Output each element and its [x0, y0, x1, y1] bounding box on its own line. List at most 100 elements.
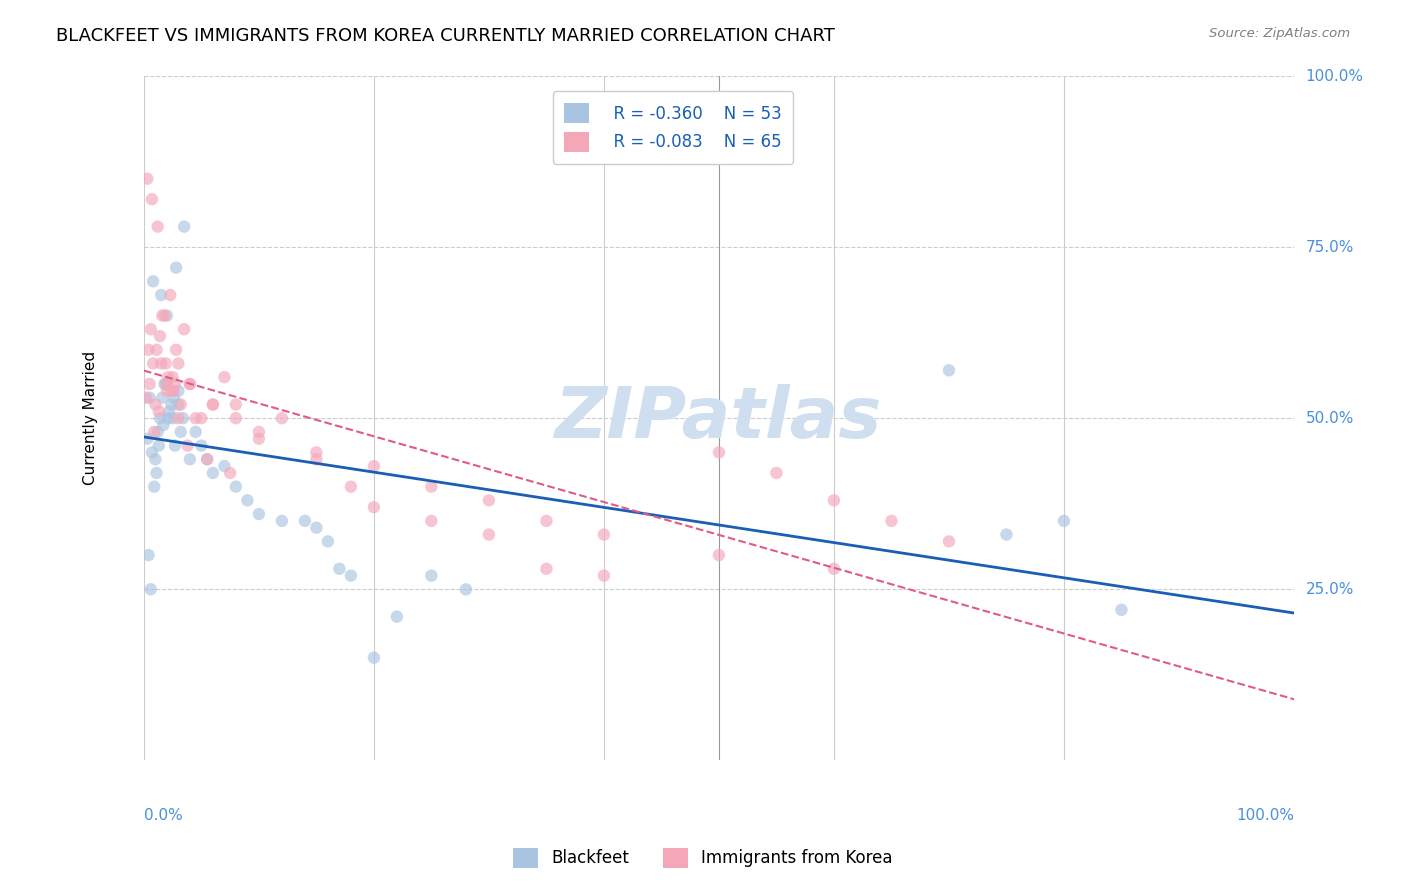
Point — [172, 411, 194, 425]
Point — [225, 398, 247, 412]
Point — [454, 582, 477, 597]
Point — [823, 562, 845, 576]
Point — [938, 534, 960, 549]
Point — [363, 650, 385, 665]
Point — [190, 439, 212, 453]
Point — [173, 322, 195, 336]
Point — [328, 562, 350, 576]
Point — [163, 376, 186, 391]
Point — [160, 384, 183, 398]
Point — [179, 452, 201, 467]
Point — [305, 445, 328, 459]
Point — [149, 329, 172, 343]
Point — [145, 466, 167, 480]
Point — [385, 609, 408, 624]
Point — [707, 445, 730, 459]
Point — [340, 480, 363, 494]
Point — [150, 288, 173, 302]
Text: 25.0%: 25.0% — [1306, 582, 1354, 597]
Point — [195, 452, 218, 467]
Point — [153, 309, 176, 323]
Point — [420, 514, 443, 528]
Point — [135, 391, 157, 405]
Point — [201, 398, 224, 412]
Point — [536, 514, 558, 528]
Text: Source: ZipAtlas.com: Source: ZipAtlas.com — [1209, 27, 1350, 40]
Point — [167, 411, 190, 425]
Point — [593, 568, 616, 582]
Point — [148, 439, 170, 453]
Point — [316, 534, 339, 549]
Point — [247, 507, 270, 521]
Point — [270, 411, 292, 425]
Point — [201, 398, 224, 412]
Point — [155, 356, 177, 370]
Point — [152, 418, 174, 433]
Point — [163, 391, 186, 405]
Legend:   R = -0.360    N = 53,   R = -0.083    N = 65: R = -0.360 N = 53, R = -0.083 N = 65 — [553, 91, 793, 163]
Point — [141, 192, 163, 206]
Point — [173, 219, 195, 234]
Point — [162, 370, 184, 384]
Point — [139, 322, 162, 336]
Point — [294, 514, 316, 528]
Point — [247, 432, 270, 446]
Point — [305, 521, 328, 535]
Text: 100.0%: 100.0% — [1306, 69, 1364, 84]
Point — [150, 356, 173, 370]
Point — [179, 376, 201, 391]
Point — [765, 466, 787, 480]
Point — [139, 582, 162, 597]
Point — [225, 411, 247, 425]
Text: ZIPatlas: ZIPatlas — [555, 384, 883, 453]
Point — [536, 562, 558, 576]
Text: Currently Married: Currently Married — [83, 351, 98, 485]
Point — [478, 527, 501, 541]
Point — [143, 480, 166, 494]
Point — [136, 432, 159, 446]
Point — [270, 514, 292, 528]
Point — [150, 391, 173, 405]
Point — [165, 343, 187, 357]
Point — [153, 376, 176, 391]
Point — [995, 527, 1018, 541]
Point — [148, 404, 170, 418]
Point — [184, 425, 207, 439]
Text: 50.0%: 50.0% — [1306, 410, 1354, 425]
Point — [236, 493, 259, 508]
Point — [179, 376, 201, 391]
Point — [1053, 514, 1076, 528]
Point — [247, 425, 270, 439]
Point — [145, 398, 167, 412]
Point — [167, 356, 190, 370]
Point — [141, 445, 163, 459]
Point — [214, 370, 236, 384]
Point — [305, 452, 328, 467]
Point — [162, 411, 184, 425]
Point — [157, 404, 180, 418]
Point — [142, 356, 165, 370]
Point — [170, 398, 193, 412]
Point — [593, 527, 616, 541]
Point — [157, 370, 180, 384]
Point — [167, 398, 190, 412]
Point — [195, 452, 218, 467]
Point — [214, 459, 236, 474]
Point — [176, 439, 198, 453]
Point — [163, 439, 186, 453]
Point — [340, 568, 363, 582]
Point — [157, 411, 180, 425]
Point — [136, 171, 159, 186]
Legend: Blackfeet, Immigrants from Korea: Blackfeet, Immigrants from Korea — [506, 841, 900, 875]
Point — [165, 260, 187, 275]
Point — [201, 466, 224, 480]
Point — [156, 309, 179, 323]
Point — [138, 548, 160, 562]
Point — [880, 514, 903, 528]
Point — [190, 411, 212, 425]
Text: BLACKFEET VS IMMIGRANTS FROM KOREA CURRENTLY MARRIED CORRELATION CHART: BLACKFEET VS IMMIGRANTS FROM KOREA CURRE… — [56, 27, 835, 45]
Point — [163, 384, 186, 398]
Text: 75.0%: 75.0% — [1306, 240, 1354, 254]
Point — [138, 376, 160, 391]
Point — [146, 219, 169, 234]
